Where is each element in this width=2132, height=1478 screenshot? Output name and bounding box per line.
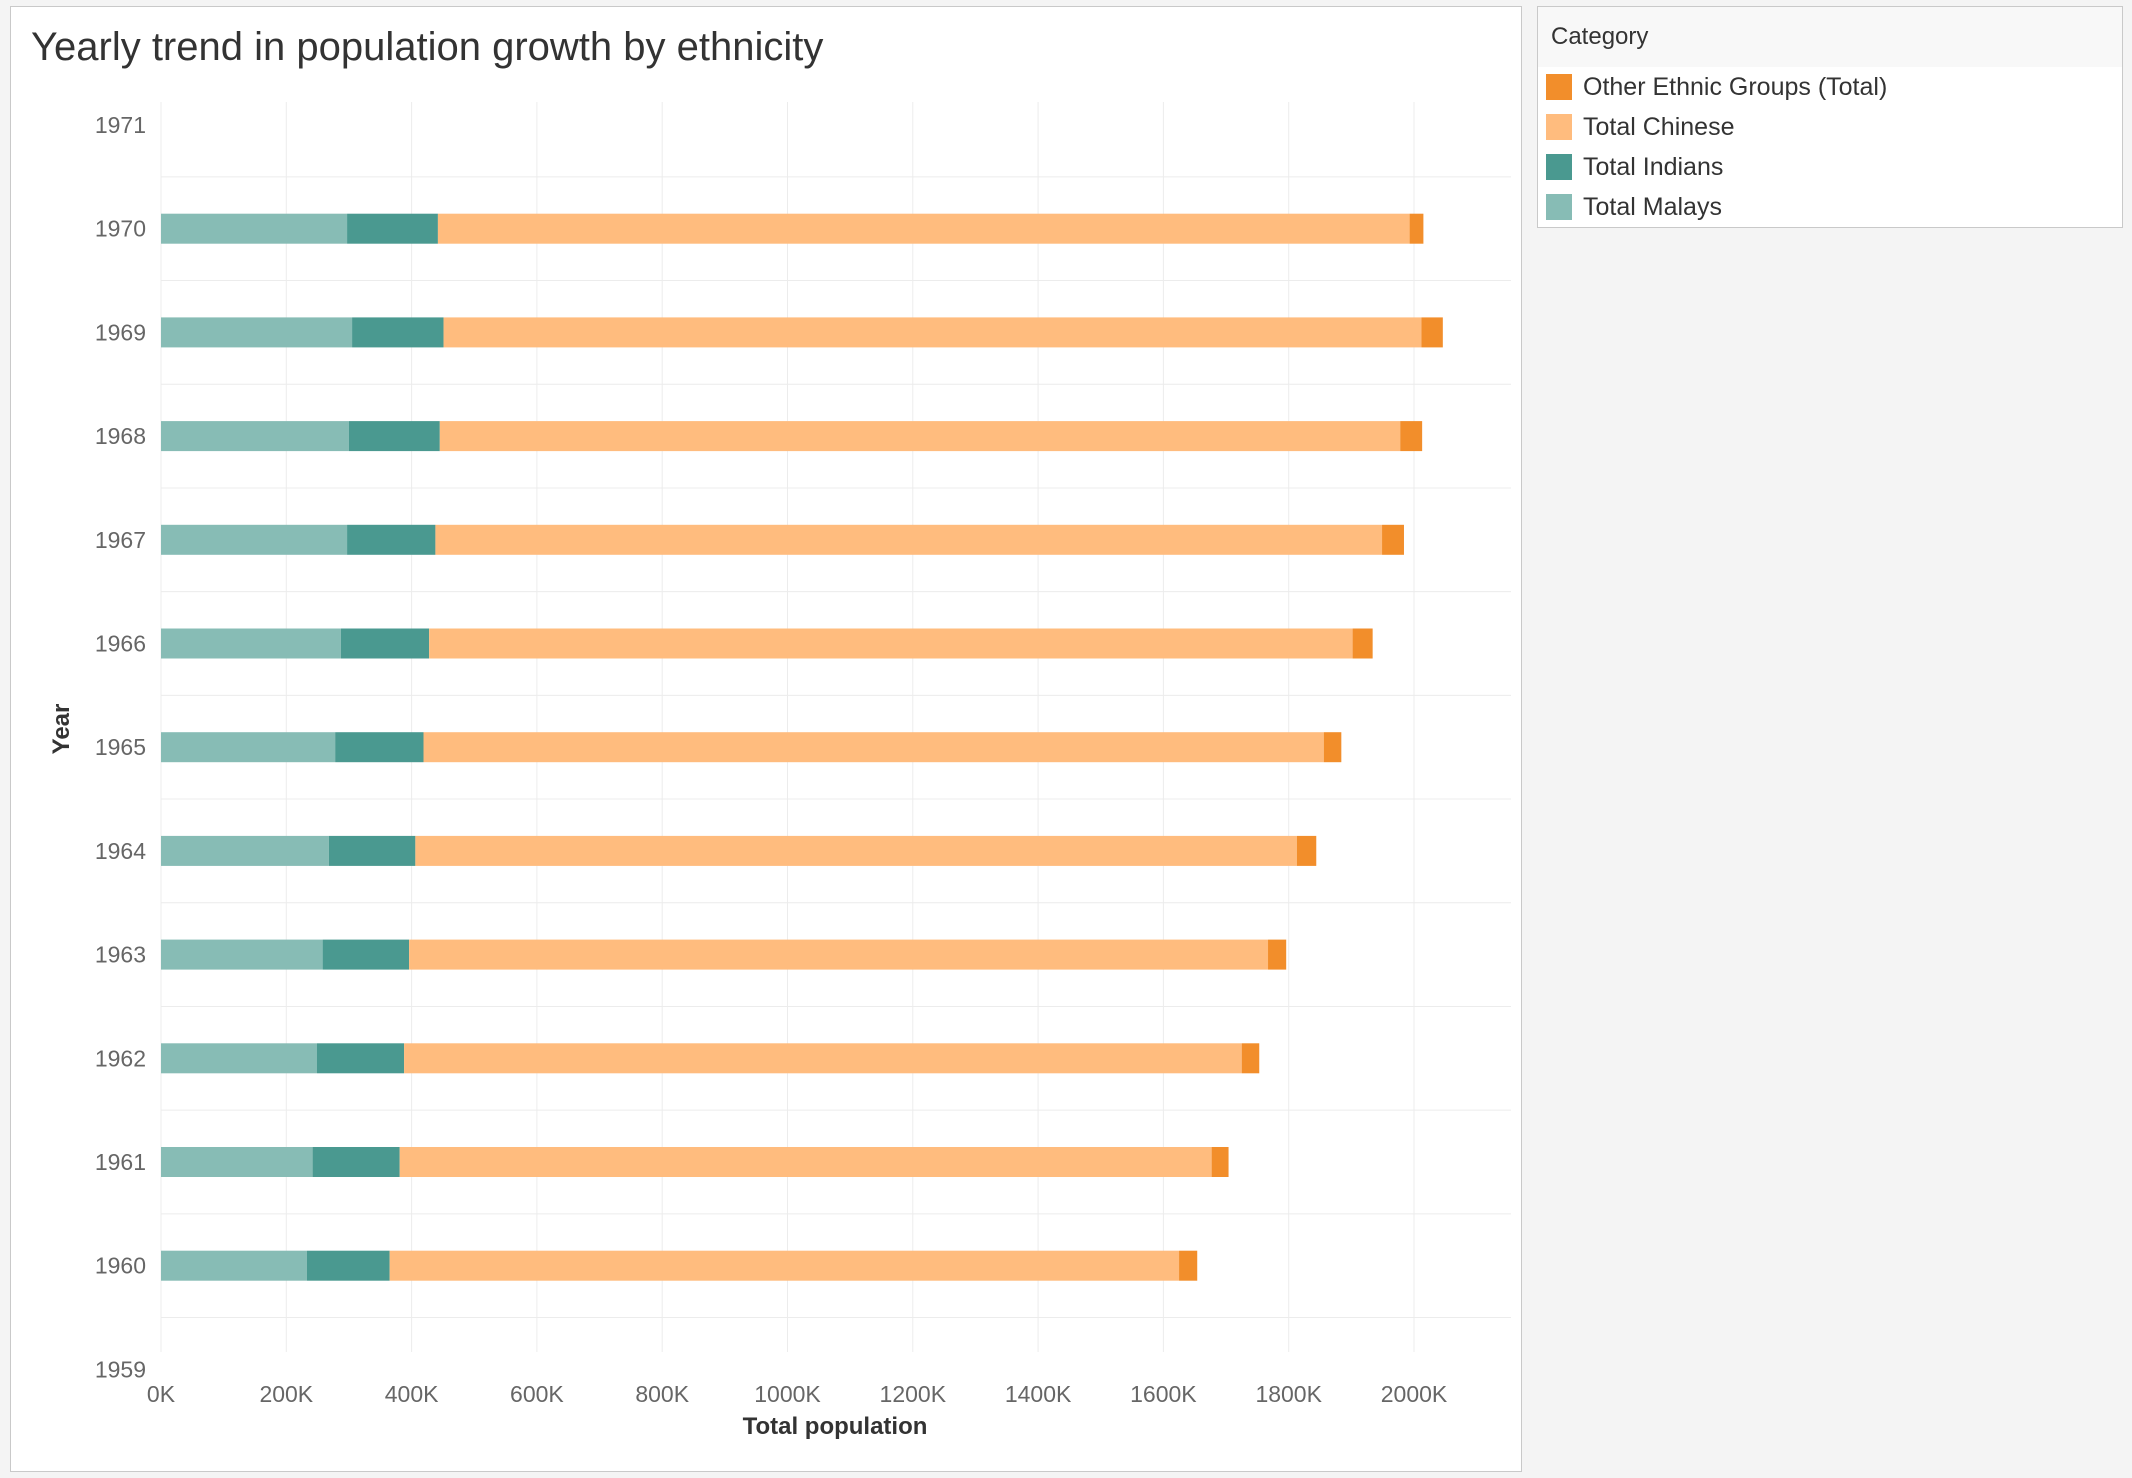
bar-segment[interactable] — [1323, 732, 1342, 763]
bars — [161, 213, 1443, 1281]
bar-segment[interactable] — [161, 1043, 317, 1074]
y-tick-label: 1959 — [95, 1356, 146, 1382]
legend-label: Total Chinese — [1583, 113, 1735, 141]
bar-segment[interactable] — [347, 213, 438, 244]
x-axis-ticks: 0K 200K 400K 600K 800K 1000K 1200K 1400K 1600K 18… — [147, 1381, 1448, 1407]
bar-segment[interactable] — [161, 524, 348, 555]
legend-items: Other Ethnic Groups (Total) Total Chinese… — [1538, 67, 2122, 227]
bar-segment[interactable] — [161, 1250, 307, 1281]
x-tick-label: 1400K — [1005, 1381, 1072, 1407]
bar-segment[interactable] — [348, 421, 440, 452]
bar-segment[interactable] — [306, 1250, 390, 1281]
y-axis-ticks: 1971 1970 1969 1968 1967 1966 1965 1964 1963 1962… — [95, 112, 146, 1382]
legend-swatch — [1546, 74, 1572, 100]
x-tick-label: 1000K — [754, 1381, 821, 1407]
bar-segment[interactable] — [161, 628, 341, 659]
y-tick-label: 1968 — [95, 423, 146, 449]
legend-item[interactable]: Other Ethnic Groups (Total) — [1538, 67, 2122, 107]
y-tick-label: 1965 — [95, 734, 146, 760]
bar-segment[interactable] — [161, 317, 353, 348]
x-tick-label: 800K — [635, 1381, 689, 1407]
bar-segment[interactable] — [1400, 421, 1423, 452]
legend: Category Other Ethnic Groups (Total) Tota… — [1537, 6, 2123, 228]
gridlines — [160, 102, 1511, 1352]
bar-segment[interactable] — [1179, 1250, 1198, 1281]
bar-segment[interactable] — [399, 1147, 1212, 1177]
bar-segment[interactable] — [415, 835, 1297, 866]
bar-segment[interactable] — [328, 835, 416, 866]
legend-item[interactable]: Total Chinese — [1538, 107, 2122, 147]
bar-segment[interactable] — [437, 213, 1410, 244]
x-tick-label: 1800K — [1255, 1381, 1322, 1407]
legend-label: Other Ethnic Groups (Total) — [1583, 73, 1888, 101]
bar-segment[interactable] — [443, 317, 1422, 348]
bar-segment[interactable] — [316, 1043, 405, 1074]
y-tick-label: 1964 — [95, 838, 146, 864]
y-tick-label: 1971 — [95, 112, 146, 138]
bar-segment[interactable] — [322, 939, 410, 970]
bar-segment[interactable] — [404, 1043, 1242, 1074]
bar-segment[interactable] — [352, 317, 444, 348]
y-tick-label: 1967 — [95, 527, 146, 553]
bar-segment[interactable] — [335, 732, 424, 763]
y-tick-label: 1962 — [95, 1045, 146, 1071]
bar-segment[interactable] — [340, 628, 430, 659]
legend-label: Total Indians — [1583, 153, 1724, 181]
bar-segment[interactable] — [347, 524, 436, 555]
bar-segment[interactable] — [389, 1250, 1180, 1281]
bar-segment[interactable] — [1268, 939, 1287, 970]
x-tick-label: 0K — [147, 1381, 176, 1407]
bar-segment[interactable] — [439, 421, 1401, 452]
bar-segment[interactable] — [1382, 524, 1404, 555]
x-tick-label: 2000K — [1381, 1381, 1448, 1407]
x-tick-label: 600K — [510, 1381, 564, 1407]
legend-label: Total Malays — [1583, 193, 1722, 221]
y-tick-label: 1963 — [95, 942, 146, 968]
bar-chart: Yearly trend in population growth by eth… — [31, 25, 1511, 1440]
legend-title: Category — [1538, 7, 2122, 67]
bar-segment[interactable] — [1211, 1147, 1229, 1177]
legend-swatch — [1546, 194, 1572, 220]
x-tick-label: 400K — [385, 1381, 439, 1407]
y-tick-label: 1966 — [95, 631, 146, 657]
bar-segment[interactable] — [409, 939, 1269, 970]
legend-item[interactable]: Total Indians — [1538, 147, 2122, 187]
bar-segment[interactable] — [429, 628, 1353, 659]
x-tick-label: 1200K — [880, 1381, 947, 1407]
legend-swatch — [1546, 114, 1572, 140]
y-axis-label: Year — [48, 704, 75, 755]
bar-segment[interactable] — [161, 939, 323, 970]
bar-segment[interactable] — [1352, 628, 1373, 659]
bar-segment[interactable] — [161, 213, 348, 244]
bar-segment[interactable] — [435, 524, 1383, 555]
y-tick-label: 1970 — [95, 216, 146, 242]
y-tick-label: 1960 — [95, 1253, 146, 1279]
legend-item[interactable]: Total Malays — [1538, 187, 2122, 227]
y-tick-label: 1969 — [95, 319, 146, 345]
bar-segment[interactable] — [161, 835, 329, 866]
bar-segment[interactable] — [161, 732, 336, 763]
chart-title: Yearly trend in population growth by eth… — [31, 25, 823, 69]
bar-segment[interactable] — [1409, 213, 1424, 244]
bar-segment[interactable] — [1296, 835, 1317, 866]
x-tick-label: 200K — [259, 1381, 313, 1407]
bar-segment[interactable] — [161, 421, 349, 452]
bar-segment[interactable] — [423, 732, 1324, 763]
x-tick-label: 1600K — [1130, 1381, 1197, 1407]
bar-segment[interactable] — [312, 1147, 400, 1177]
bar-segment[interactable] — [161, 1147, 313, 1177]
x-axis-label: Total population — [743, 1413, 928, 1440]
chart-panel: Yearly trend in population growth by eth… — [10, 6, 1522, 1472]
y-tick-label: 1961 — [95, 1149, 146, 1175]
bar-segment[interactable] — [1421, 317, 1443, 348]
legend-swatch — [1546, 154, 1572, 180]
bar-segment[interactable] — [1241, 1043, 1260, 1074]
